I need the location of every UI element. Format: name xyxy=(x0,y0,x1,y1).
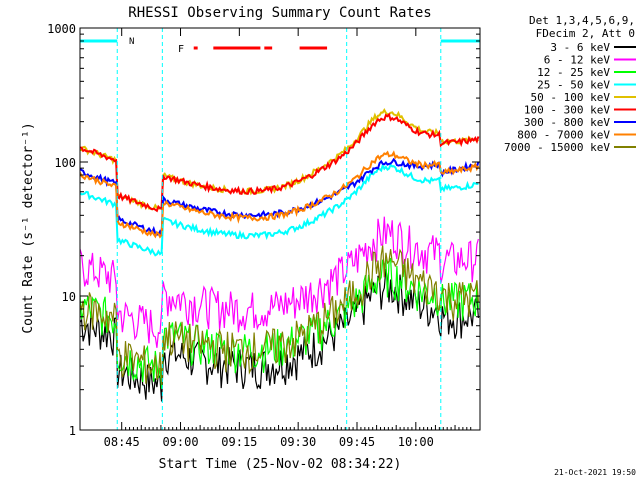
legend-label: 7000 - 15000 keV xyxy=(504,141,610,154)
legend-label: 100 - 300 keV xyxy=(524,104,610,117)
series-line-3 xyxy=(80,162,479,257)
plot-frame xyxy=(79,27,481,431)
series-line-2 xyxy=(80,257,479,389)
x-axis-label: Start Time (25-Nov-02 08:34:22) xyxy=(159,457,402,472)
y-tick-label: 1000 xyxy=(47,22,76,36)
legend-label: 6 - 12 keV xyxy=(544,54,611,67)
x-tick-label: 09:45 xyxy=(339,435,375,449)
x-tick-label: 09:00 xyxy=(162,435,198,449)
series-line-0 xyxy=(80,268,479,402)
series-line-8 xyxy=(80,245,479,385)
plot-area: NF xyxy=(80,28,480,430)
legend-label: 800 - 7000 keV xyxy=(517,129,610,142)
y-tick-label: 10 xyxy=(62,290,76,304)
y-tick-label: 1 xyxy=(69,424,76,438)
series-line-5 xyxy=(80,112,480,213)
y-axis-label: Count Rate (s⁻¹ detector⁻¹) xyxy=(21,122,36,333)
legend-header: FDecim 2, Att 0 xyxy=(536,27,635,40)
series-line-7 xyxy=(80,150,480,239)
x-tick-label: 09:30 xyxy=(280,435,316,449)
flare-flag-label: F xyxy=(178,44,184,55)
legend-label: 300 - 800 keV xyxy=(524,116,610,129)
legend-label: 3 - 6 keV xyxy=(550,41,610,54)
footer-timestamp: 21-Oct-2021 19:50 xyxy=(554,468,636,477)
legend-label: 12 - 25 keV xyxy=(537,66,610,79)
legend: Det 1,3,4,5,6,9,FDecim 2, Att 03 - 6 keV… xyxy=(504,14,636,154)
legend-label: 50 - 100 keV xyxy=(531,91,611,104)
x-tick-label: 08:45 xyxy=(104,435,140,449)
y-tick-label: 100 xyxy=(54,156,76,170)
legend-label: 25 - 50 keV xyxy=(537,79,610,92)
chart-title: RHESSI Observing Summary Count Rates xyxy=(128,5,431,21)
x-tick-label: 10:00 xyxy=(398,435,434,449)
legend-header: Det 1,3,4,5,6,9, xyxy=(529,14,635,27)
x-tick-label: 09:15 xyxy=(221,435,257,449)
axes: 1 10 100 1000 08:45 09:00 09:15 09:30 09:45 10:00 xyxy=(47,22,481,449)
night-flag-label: N xyxy=(129,37,134,47)
